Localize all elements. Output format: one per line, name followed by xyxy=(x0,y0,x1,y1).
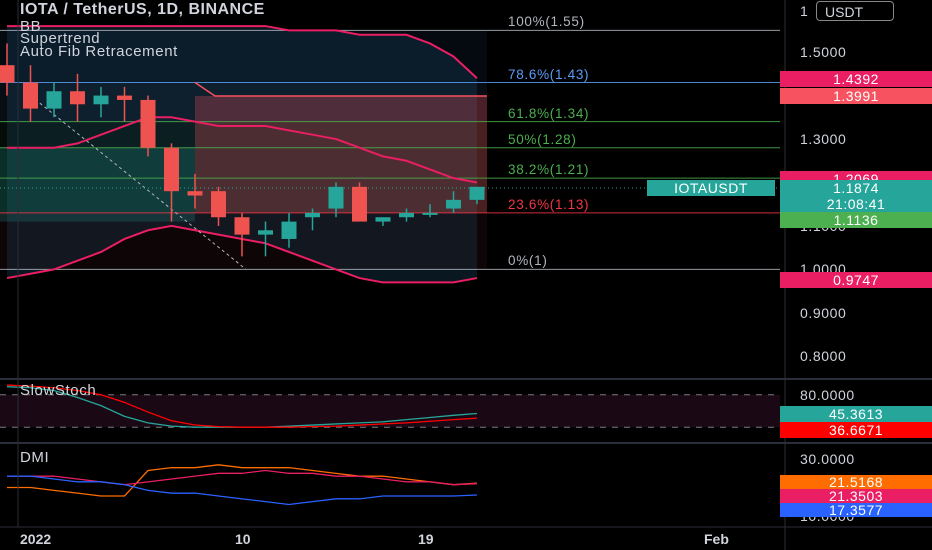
price-label: 1.4392 xyxy=(780,70,932,87)
x-axis-label: 19 xyxy=(418,531,434,547)
candle-body xyxy=(352,186,367,222)
price-label: 1.3991 xyxy=(780,87,932,104)
dmi-pane xyxy=(7,464,478,506)
fib-label: 50%(1.28) xyxy=(508,131,577,147)
stoch-d-value: 36.6671 xyxy=(780,421,932,438)
fib-zone xyxy=(0,147,487,179)
candle-body xyxy=(187,191,203,196)
candle-body xyxy=(234,217,250,235)
candle-body xyxy=(305,212,320,218)
fib-zone xyxy=(0,178,487,213)
fib-label: 0%(1) xyxy=(508,253,548,269)
main-price-pane xyxy=(0,25,780,284)
candle-body xyxy=(140,99,156,148)
candle-body xyxy=(422,212,438,215)
symbol-label[interactable]: IOTAUSDT xyxy=(647,179,775,196)
candle-body xyxy=(46,91,62,109)
bollinger-upper-line xyxy=(7,25,478,79)
y-axis-tick: 0.9000 xyxy=(800,304,847,321)
candle-body xyxy=(399,212,414,218)
stoch-k-value: 45.3613 xyxy=(780,405,932,422)
candle-body xyxy=(70,91,85,105)
fib-label: 100%(1.55) xyxy=(508,14,585,30)
candle-body xyxy=(23,82,38,109)
x-axis-label: Feb xyxy=(704,531,729,547)
x-axis-label: 10 xyxy=(235,531,251,547)
supertrend-up-fill xyxy=(0,147,195,222)
stoch-y-tick: 80.0000 xyxy=(800,386,855,403)
stoch-D-line xyxy=(6,384,478,428)
supertrend-line xyxy=(194,81,487,97)
candle-body xyxy=(258,230,273,235)
candle-body xyxy=(446,199,461,209)
candle-body xyxy=(0,65,15,83)
stoch-pane-label: SlowStoch xyxy=(20,382,97,399)
candle-body xyxy=(211,191,226,218)
bollinger-basis-line xyxy=(7,116,478,184)
fib-label: 78.6%(1.43) xyxy=(508,66,590,82)
dmi-line xyxy=(7,475,478,506)
fib-label: 38.2%(1.21) xyxy=(508,162,590,178)
y-axis-tick: 0.8000 xyxy=(800,348,847,365)
countdown-label: 21:08:41 xyxy=(780,195,932,212)
fib-label: 23.6%(1.13) xyxy=(508,196,590,212)
candle-body xyxy=(93,95,109,105)
x-axis-label: 2022 xyxy=(20,531,52,547)
dmi-value: 17.3577 xyxy=(780,503,932,518)
candle-body xyxy=(164,147,179,192)
dmi-line xyxy=(7,464,478,497)
fib-trend-line xyxy=(30,95,247,270)
candle-body xyxy=(375,217,391,222)
candle-body xyxy=(328,186,344,209)
dmi-y-tick: 30.0000 xyxy=(800,451,855,468)
candle-body xyxy=(281,221,297,239)
chart-title: IOTA / TetherUS, 1D, BINANCE xyxy=(20,1,265,18)
y-axis-tick: 1.3000 xyxy=(800,131,847,148)
candle-body xyxy=(469,186,485,200)
indicator-bb-label[interactable]: BB xyxy=(20,18,42,35)
stoch-pane xyxy=(0,384,780,428)
dmi-line xyxy=(7,469,478,486)
price-label: 1.1874 xyxy=(780,179,932,196)
fib-zone xyxy=(0,30,487,83)
candle-body xyxy=(117,95,132,100)
indicator-autofib-label[interactable]: Auto Fib Retracement xyxy=(20,43,178,60)
dmi-value: 21.3503 xyxy=(780,489,932,504)
currency-selector[interactable]: USDT xyxy=(816,1,894,21)
dmi-value: 21.5168 xyxy=(780,475,932,490)
indicator-supertrend-label[interactable]: Supertrend xyxy=(20,30,101,47)
y-axis-tick: 1.5000 xyxy=(800,44,847,61)
price-label: 1.1136 xyxy=(780,212,932,229)
dmi-pane-label: DMI xyxy=(20,449,50,466)
scale-mode[interactable]: 1 xyxy=(800,3,808,19)
price-label: 0.9747 xyxy=(780,272,932,289)
fib-label: 61.8%(1.34) xyxy=(508,105,590,121)
